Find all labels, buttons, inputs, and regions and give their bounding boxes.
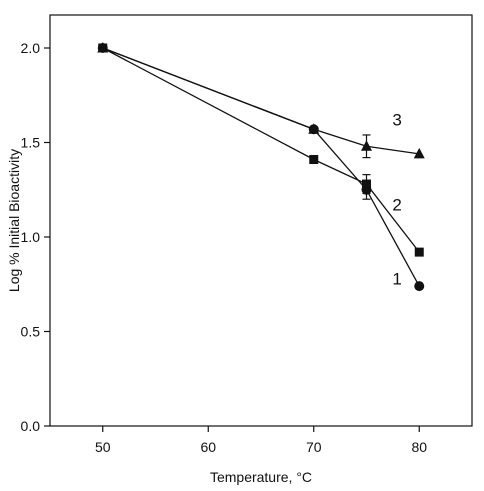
data-point (362, 179, 371, 189)
series-line (102, 47, 420, 155)
data-point (308, 123, 320, 134)
data-point (414, 247, 424, 257)
series-line (102, 47, 420, 287)
y-tick-label: 1.0 (21, 229, 41, 245)
data-point (414, 281, 425, 292)
series-3 (97, 42, 425, 159)
series-layer (97, 42, 425, 292)
x-tick-label: 50 (95, 439, 111, 455)
data-point (361, 140, 372, 151)
series-2 (98, 43, 424, 257)
x-tick-label: 80 (411, 439, 427, 455)
series-labels: 1 2 3 (392, 110, 401, 288)
series-line (102, 47, 420, 253)
series-label-3: 3 (392, 110, 401, 129)
plot-frame (49, 14, 473, 427)
y-tick-label: 0.5 (21, 324, 41, 340)
y-axis-title: Log % Initial Bioactivity (6, 149, 22, 292)
x-tick-label: 60 (200, 439, 216, 455)
data-point (413, 147, 425, 159)
y-tick-label: 0.0 (21, 418, 41, 434)
series-label-1: 1 (392, 269, 401, 288)
data-point (97, 42, 109, 53)
series-1 (97, 43, 425, 292)
y-tick-label: 2.0 (21, 40, 41, 56)
y-tick-label: 1.5 (21, 135, 41, 151)
x-tick-label: 70 (306, 439, 322, 455)
plot-axes: 50 60 70 80 0.0 0.5 1.0 1.5 2.0 (21, 14, 473, 455)
x-axis-title: Temperature, °C (210, 469, 312, 485)
data-point (309, 155, 319, 165)
series-label-2: 2 (392, 196, 401, 215)
